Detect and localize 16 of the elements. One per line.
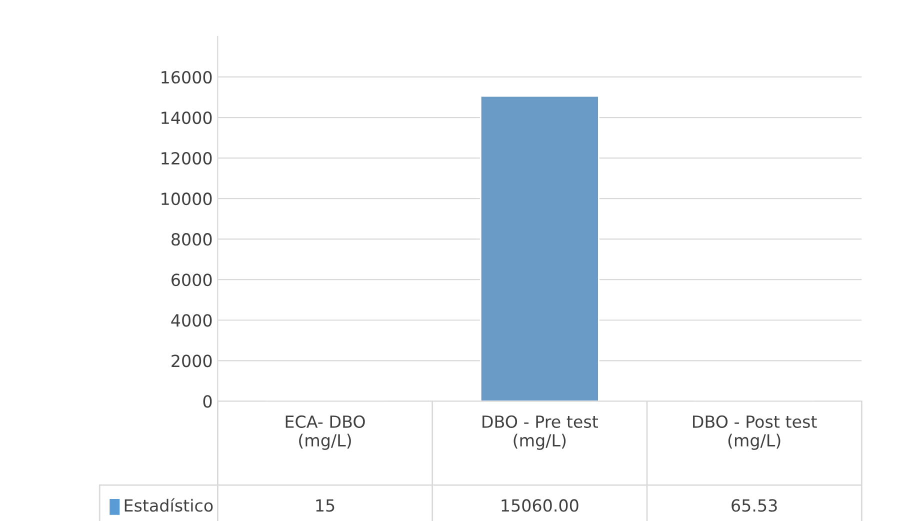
data-label: 65.53	[732, 499, 777, 512]
y-tick-label: 16000	[162, 70, 212, 84]
y-tick-label: 6000	[172, 274, 212, 286]
x-tick-label: ECA- DBO (mg/L)	[286, 415, 365, 450]
y-tick-label: 14000	[162, 111, 212, 124]
legend-label: Estadístico	[124, 498, 213, 512]
y-tick-label: 4000	[171, 314, 212, 327]
data-label: 15060.00	[502, 499, 578, 512]
y-tick-label: 10000	[162, 192, 212, 206]
y-tick-label: 12000	[162, 152, 212, 165]
x-tick-label: DBO - Post test (mg/L)	[693, 415, 817, 450]
y-tick-label: 2000	[172, 354, 212, 368]
x-tick-label: DBO - Pre test (mg/L)	[482, 415, 598, 450]
y-tick-label: 8000	[172, 233, 212, 246]
data-label: 15	[316, 499, 334, 512]
y-tick-label: 0	[203, 395, 212, 408]
